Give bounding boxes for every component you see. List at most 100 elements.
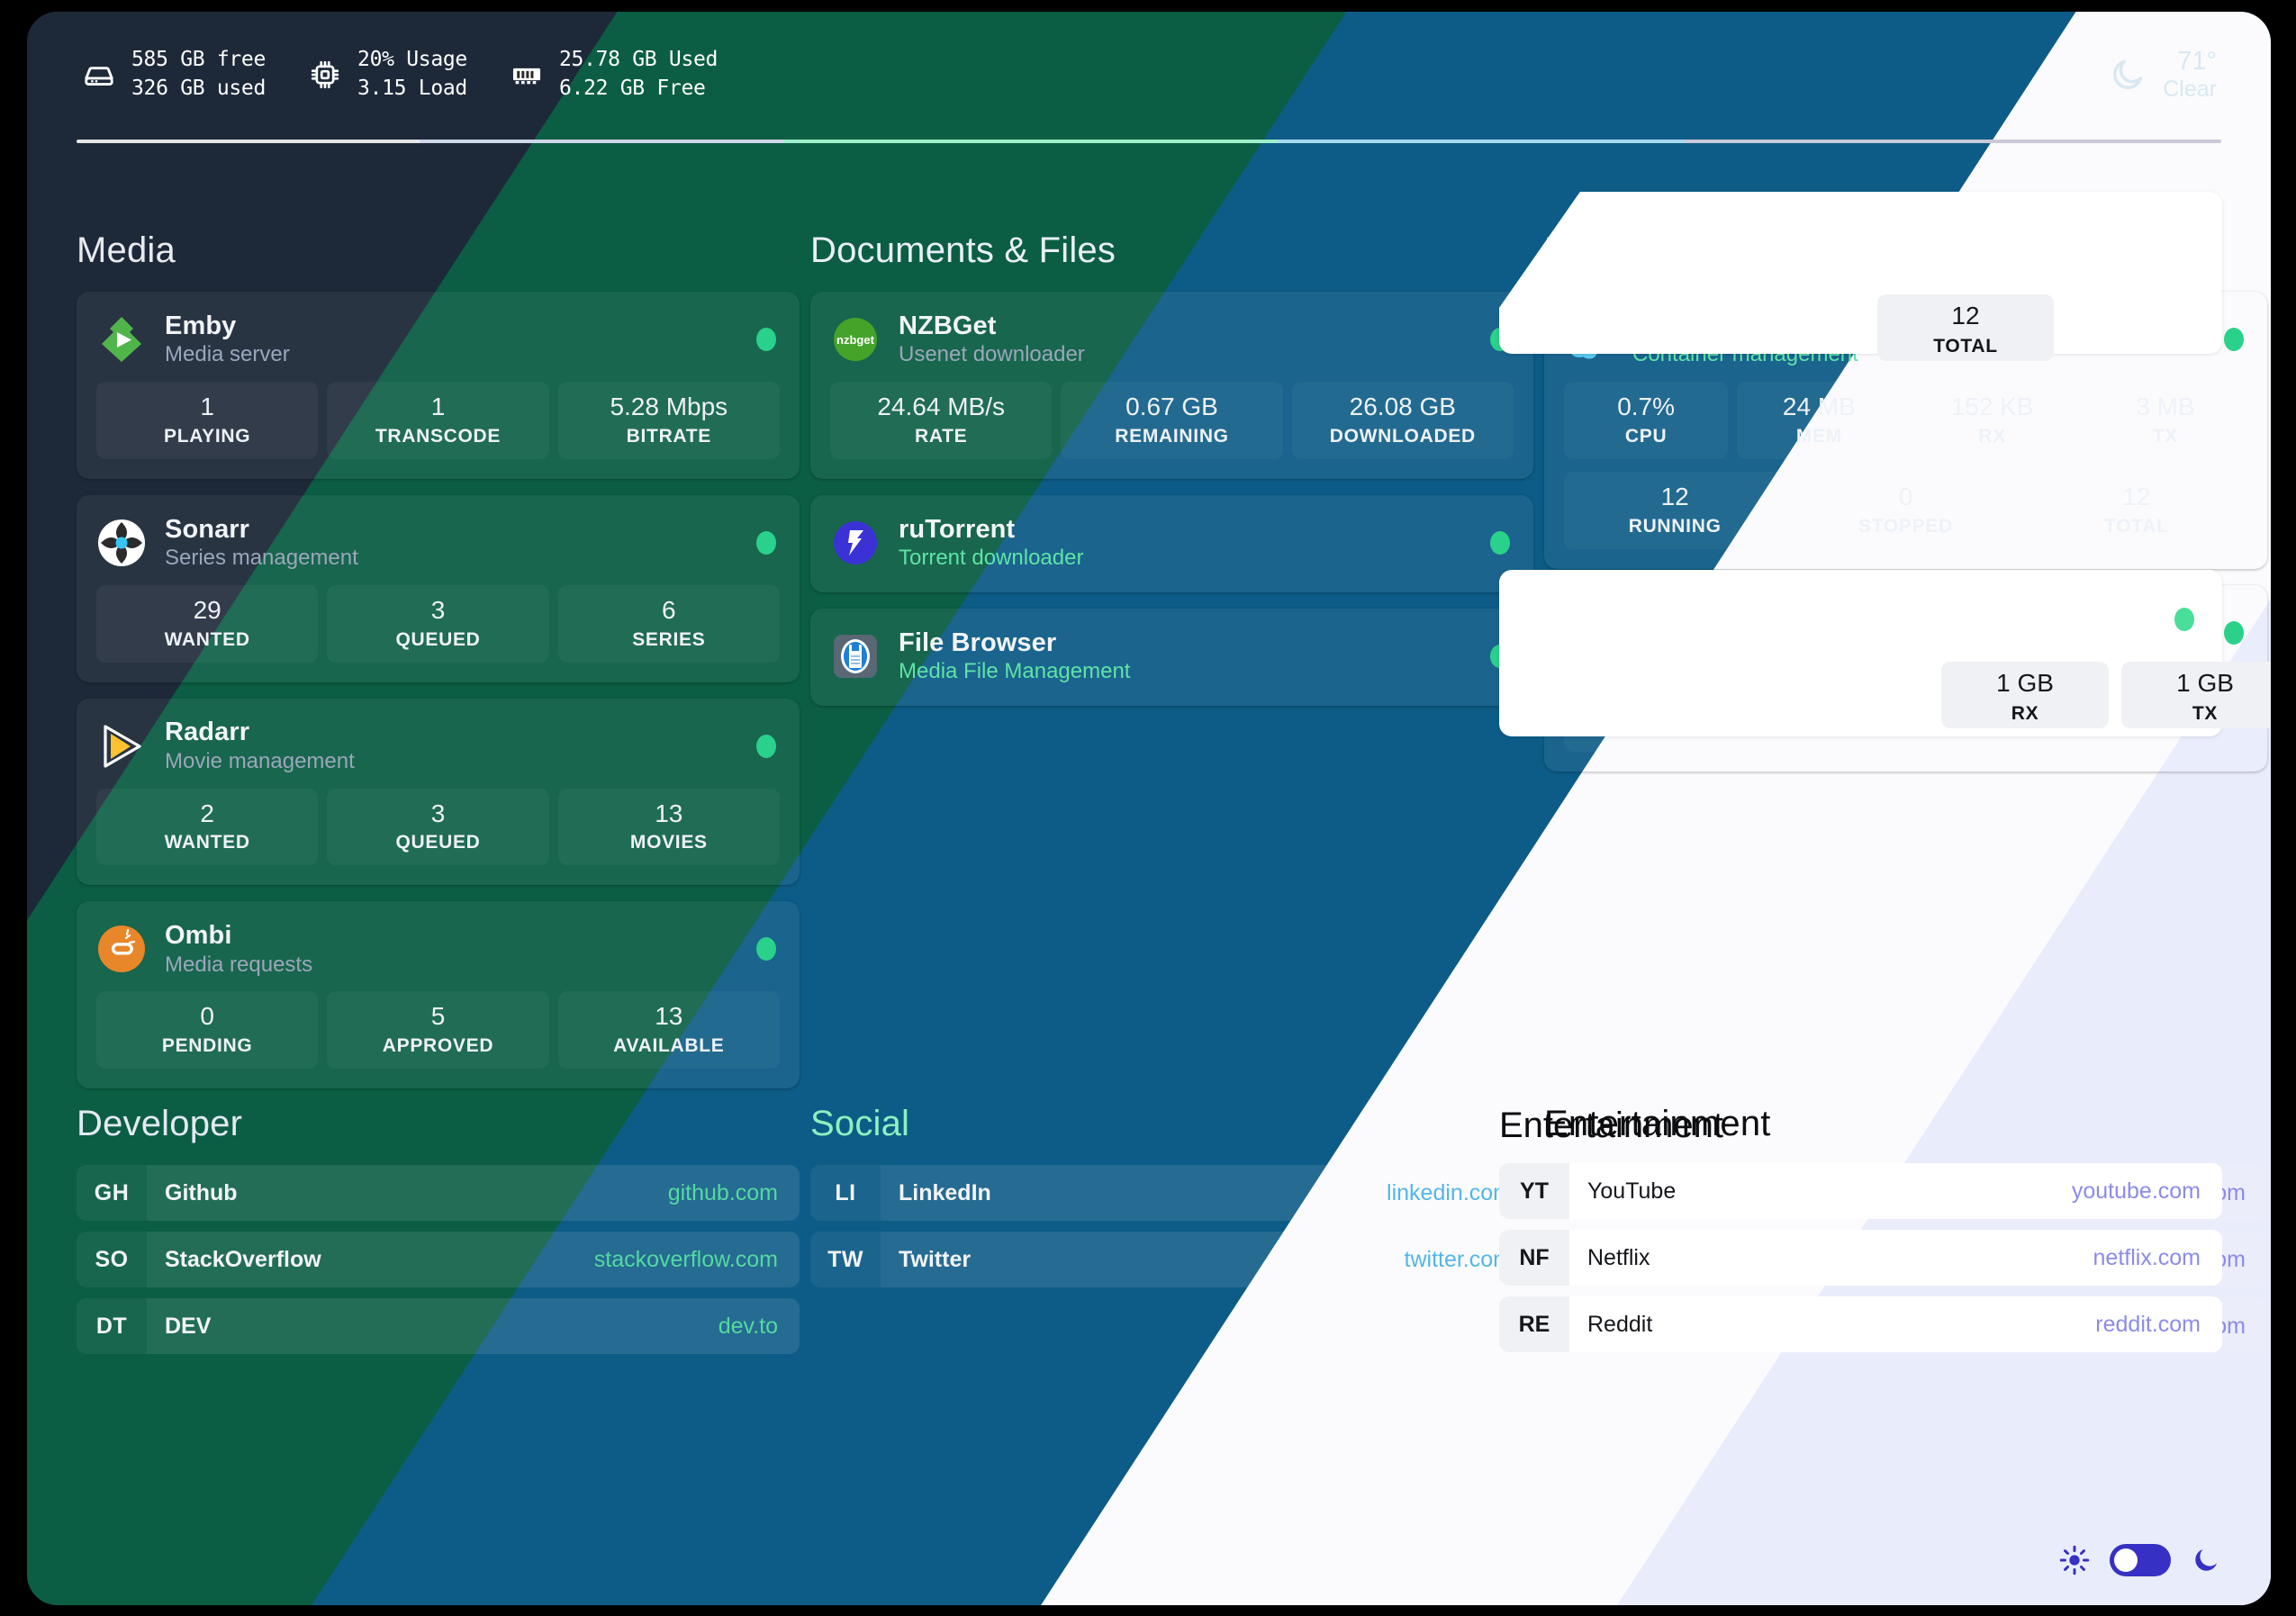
section-title-developer: Developer [77, 1104, 243, 1143]
stat-value: 5.28 Mbps [610, 393, 728, 420]
stat-value: 24.64 MB/s [877, 393, 1005, 420]
moon-icon[interactable] [2191, 1545, 2221, 1575]
bookmark-dev[interactable]: DT DEV dev.to [77, 1298, 800, 1354]
stat-label: BITRATE [626, 425, 711, 447]
stat-value: 3 [430, 799, 446, 827]
section-utilities: Utilities [1544, 232, 2267, 1105]
stat-value: 3 [430, 595, 446, 624]
rutorrent-logo-icon [830, 518, 881, 568]
cpu-stat: 20% Usage 3.15 Load [307, 46, 467, 103]
bookmarks-region: Developer GH Github github.com SO StackO… [77, 1106, 2267, 1365]
status-dot-online [756, 734, 776, 758]
service-card-sonarr[interactable]: Sonarr Series management 29 WANTED 3 QUE… [77, 494, 800, 682]
stat-value: 13 [655, 1002, 683, 1031]
bookmark-youtube[interactable]: YT YouTube youtube.com [1544, 1165, 2267, 1221]
disk-free: 585 GB free [131, 48, 267, 72]
filebrowser-logo-icon [830, 631, 881, 682]
service-card-filebrowser[interactable]: File Browser Media File Management [810, 608, 1533, 706]
stat-value: 0 [1898, 482, 1913, 510]
service-card-media-portainer[interactable]: Media Portainer Container management 0.7… [1544, 292, 2267, 569]
stat-label: PENDING [161, 1035, 253, 1057]
disk-stat-text: 585 GB free 326 GB used [131, 46, 266, 103]
service-description: Reverse Proxy [1632, 635, 1775, 660]
top-status-bar: 585 GB free 326 GB used 20% Usage [27, 12, 2271, 138]
stat-value: 12 [1660, 482, 1689, 510]
status-dot-online [1490, 530, 1510, 555]
stat-label: RUNNING [1628, 515, 1722, 537]
nzbget-logo-icon: nzbget [830, 314, 881, 365]
status-dot-online [2224, 620, 2244, 645]
service-card-emby[interactable]: Emby Media server 1 PLAYING 1 TRANSCODE [77, 292, 800, 479]
bookmark-twitter[interactable]: TW Twitter twitter.com [810, 1232, 1533, 1287]
stat-label: TX [2152, 718, 2178, 740]
service-card-ombi[interactable]: Ombi Media requests 0 PENDING 5 APPROVED [77, 901, 800, 1089]
bookmark-name: StackOverflow [165, 1246, 321, 1272]
stat-value: 152 KB [1950, 393, 2034, 420]
section-title-media: Media [77, 230, 176, 270]
stat-tile: 1 TRANSCODE [327, 382, 549, 459]
bookmark-stackoverflow[interactable]: SO StackOverflow stackoverflow.com [77, 1232, 800, 1287]
service-name: Traefik [1632, 604, 1718, 634]
stat-value: 1 GB [2136, 685, 2194, 714]
section-title-social: Social [810, 1104, 910, 1143]
moon-icon [2109, 56, 2147, 94]
stat-value: 0 [200, 1002, 214, 1031]
stat-value: 1 [430, 393, 446, 420]
stat-value: 26.08 GB [1349, 393, 1456, 420]
bookmark-netflix[interactable]: NF Netflix netflix.com [1544, 1232, 2267, 1287]
status-dot-online [2224, 328, 2244, 351]
theme-toggle-knob [2114, 1548, 2138, 1572]
stat-label: AVAILABLE [613, 1035, 725, 1057]
service-card-rutorrent[interactable]: ruTorrent Torrent downloader [810, 494, 1533, 592]
service-description: Usenet downloader [899, 342, 1085, 367]
stat-tile: 152 KB RX [1910, 382, 2075, 459]
bookmark-linkedin[interactable]: LI LinkedIn linkedin.com [810, 1165, 1533, 1221]
bookmark-github[interactable]: GH Github github.com [77, 1165, 800, 1221]
stat-tile: 0 STOPPED [1794, 471, 2017, 549]
bookmark-host: dev.to [718, 1313, 778, 1339]
services-region: Media Emby Media server [77, 232, 2267, 1105]
theme-toggle-switch[interactable] [2110, 1544, 2171, 1576]
bookmark-abbr: DT [95, 1313, 128, 1339]
stat-value: 12 [2122, 482, 2151, 510]
stat-tile: 29 WANTED [96, 584, 319, 663]
memory-free: 6.22 GB Free [558, 77, 706, 100]
service-description: Media server [165, 342, 290, 367]
bookmark-host: linkedin.com [1387, 1179, 1512, 1205]
bookmark-host: github.com [667, 1179, 778, 1205]
service-card-traefik[interactable]: Traefik Reverse Proxy 0.4% CPU 42 MB MEM [1544, 584, 2267, 772]
stat-label: RX [1978, 425, 2006, 447]
bookmark-reddit[interactable]: RE Reddit reddit.com [1544, 1298, 2267, 1354]
stat-value: 6 [662, 595, 676, 624]
status-dot-online [756, 530, 776, 555]
stat-tile: 13 MOVIES [557, 788, 780, 866]
disk-used: 326 GB used [131, 77, 267, 100]
stat-label: CPU [1624, 425, 1668, 447]
weather-temperature: 71° [2177, 47, 2217, 77]
stat-label: QUEUED [395, 628, 481, 650]
stat-value: 1 [200, 393, 214, 420]
dashboard-page: 585 GB free 326 GB used 20% Usage [27, 12, 2271, 1605]
header-divider [77, 140, 2221, 143]
service-card-nzbget[interactable]: nzbget NZBGet Usenet downloader 24.64 MB… [810, 292, 1533, 479]
bookmark-abbr: LI [835, 1179, 856, 1205]
stat-label: TOTAL [2104, 515, 2169, 537]
bookmark-abbr: GH [94, 1179, 130, 1205]
svg-text:nzbget: nzbget [836, 333, 875, 347]
service-description: Series management [165, 546, 358, 571]
stat-tile: 24 MB MEM [1737, 382, 1902, 459]
service-name: ruTorrent [899, 514, 1016, 544]
stat-tile: 12 RUNNING [1564, 471, 1786, 549]
service-name: File Browser [899, 627, 1057, 657]
stat-tile: 3 MB TX [2083, 382, 2247, 459]
bookmark-name: Reddit [1632, 1313, 1703, 1339]
sun-icon[interactable] [2059, 1545, 2090, 1575]
stat-label: RATE [914, 425, 968, 447]
theme-toggle-group[interactable] [2059, 1544, 2221, 1576]
status-dot-online [1490, 644, 1510, 668]
service-card-radarr[interactable]: Radarr Movie management 2 WANTED 3 QUEUE… [77, 698, 800, 886]
sonarr-logo-icon [96, 518, 147, 568]
stat-value: 42 MB [1782, 685, 1856, 714]
service-description: Container management [1632, 342, 1858, 367]
stat-label: MOVIES [629, 832, 708, 853]
